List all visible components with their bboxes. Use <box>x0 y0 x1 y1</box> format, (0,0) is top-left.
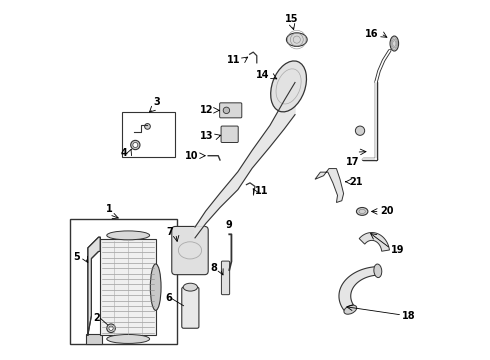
Ellipse shape <box>374 264 382 278</box>
Text: 13: 13 <box>200 131 214 141</box>
Polygon shape <box>88 237 100 336</box>
Text: 20: 20 <box>380 206 393 216</box>
FancyBboxPatch shape <box>220 103 242 118</box>
Text: 18: 18 <box>402 311 416 321</box>
Text: 2: 2 <box>94 312 100 323</box>
Text: 21: 21 <box>349 177 363 187</box>
Bar <box>100 239 156 336</box>
Ellipse shape <box>183 283 197 291</box>
Circle shape <box>131 140 140 150</box>
Polygon shape <box>195 82 295 238</box>
Ellipse shape <box>270 61 306 112</box>
Text: 19: 19 <box>391 245 404 255</box>
Circle shape <box>145 123 150 129</box>
FancyBboxPatch shape <box>182 287 199 328</box>
Circle shape <box>355 126 365 135</box>
Text: 1: 1 <box>106 204 113 214</box>
Polygon shape <box>315 168 343 203</box>
Text: 11: 11 <box>255 186 268 197</box>
Ellipse shape <box>344 305 357 314</box>
Circle shape <box>107 324 115 333</box>
Ellipse shape <box>356 207 368 215</box>
Polygon shape <box>359 233 390 251</box>
Text: 5: 5 <box>73 252 80 262</box>
Text: 9: 9 <box>226 220 233 230</box>
Circle shape <box>223 107 230 113</box>
Text: 15: 15 <box>285 14 299 24</box>
Text: 8: 8 <box>210 263 217 273</box>
FancyBboxPatch shape <box>221 126 238 143</box>
FancyBboxPatch shape <box>70 219 177 344</box>
Text: 4: 4 <box>121 148 127 158</box>
Ellipse shape <box>390 36 398 51</box>
Text: 7: 7 <box>166 227 173 237</box>
FancyBboxPatch shape <box>86 334 102 344</box>
Text: 11: 11 <box>227 55 241 65</box>
Circle shape <box>109 326 113 330</box>
Text: 12: 12 <box>200 105 214 115</box>
FancyBboxPatch shape <box>221 261 230 295</box>
Ellipse shape <box>107 231 149 240</box>
Text: 10: 10 <box>185 151 198 161</box>
Ellipse shape <box>287 33 307 46</box>
Circle shape <box>133 143 138 148</box>
Polygon shape <box>339 266 378 312</box>
Text: 16: 16 <box>365 28 378 39</box>
Text: 3: 3 <box>153 98 160 108</box>
FancyBboxPatch shape <box>172 226 208 275</box>
Ellipse shape <box>150 264 161 310</box>
Text: 6: 6 <box>165 293 172 303</box>
Text: 14: 14 <box>256 70 270 80</box>
Ellipse shape <box>107 334 149 343</box>
FancyBboxPatch shape <box>122 112 175 157</box>
Text: 17: 17 <box>346 157 360 167</box>
